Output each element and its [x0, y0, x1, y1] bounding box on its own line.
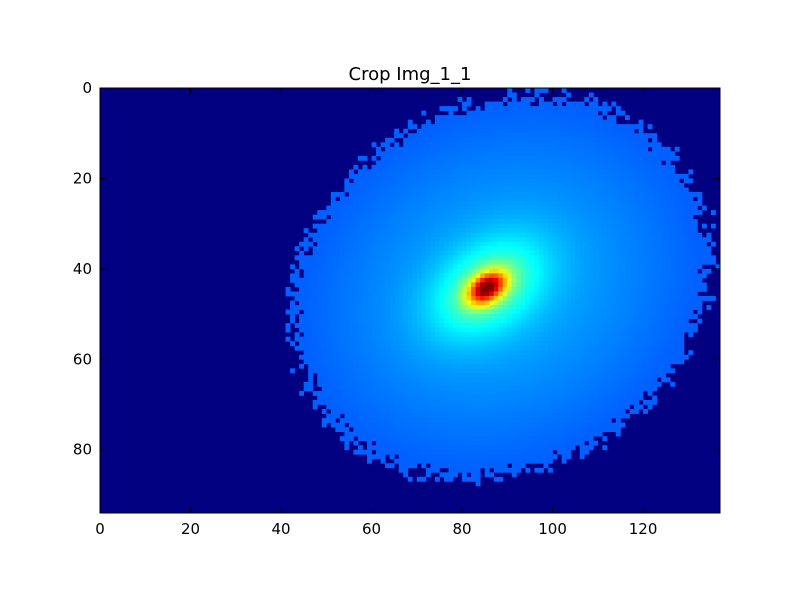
plot-area [100, 88, 720, 513]
y-tick-label: 20 [73, 169, 92, 187]
y-tick-label: 40 [73, 260, 92, 278]
y-tick-label: 60 [73, 350, 92, 368]
chart-title: Crop Img_1_1 [349, 64, 472, 85]
x-tick-label: 100 [538, 520, 567, 538]
x-tick-label: 40 [271, 520, 290, 538]
x-tick-label: 60 [362, 520, 381, 538]
x-tick-label: 80 [452, 520, 471, 538]
x-tick-label: 120 [629, 520, 658, 538]
x-tick-label: 20 [181, 520, 200, 538]
y-tick-label: 0 [82, 79, 92, 97]
x-tick-label: 0 [95, 520, 105, 538]
y-tick-label: 80 [73, 441, 92, 459]
